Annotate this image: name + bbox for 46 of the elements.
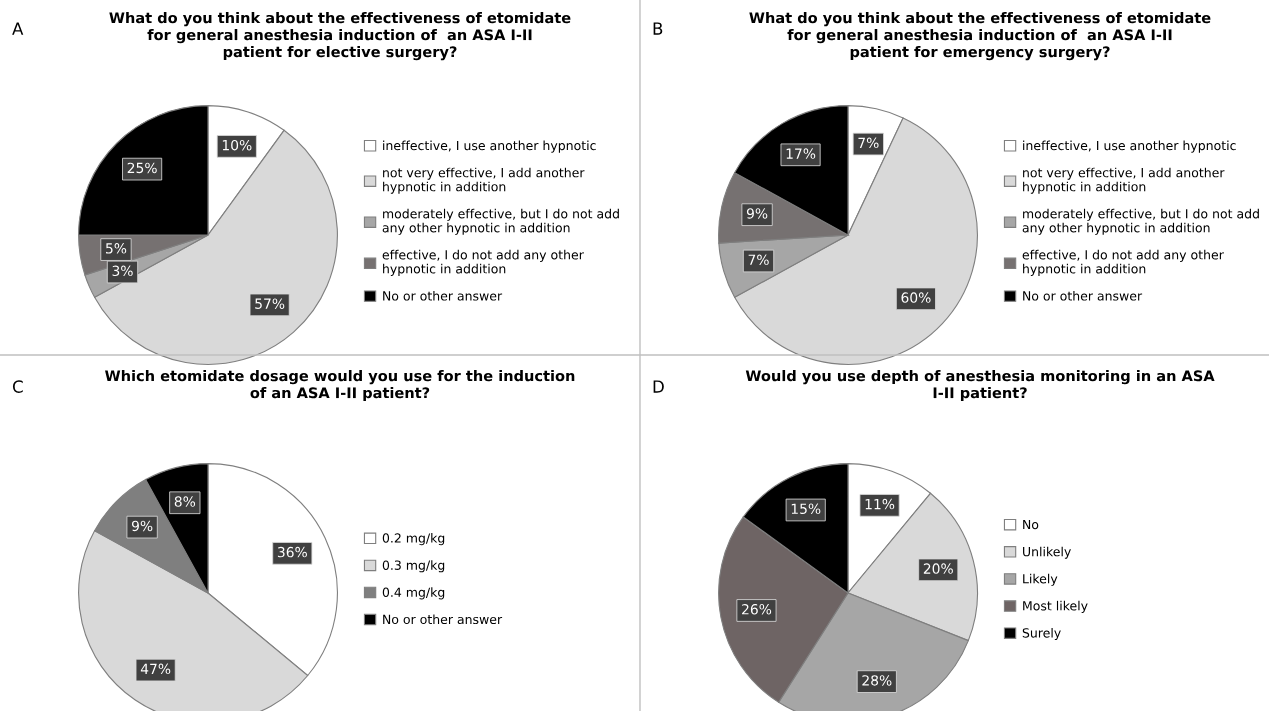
data-label: 11% (865, 498, 895, 510)
text: B (653, 22, 663, 35)
legend-label: 0.3 mg/kg (382, 560, 445, 573)
data-label: 5% (106, 243, 127, 254)
legend-label: moderately effective, but I do not add any other hypnotic in addition (382, 208, 619, 235)
legend-label: No or other answer (383, 614, 503, 625)
legend-label: not very effective, I add another hypnotic in addition (383, 167, 585, 194)
legend-label: 0.4 mg/kg (382, 587, 445, 600)
text: C (12, 380, 23, 393)
chart-title: What do you think about the effectiveness of etomidate for general anesthesia induction of an ASA I-II patient for emergency surgery? (749, 12, 1211, 61)
legend-label: effective, I do not add any other hypnotic in addition (382, 249, 584, 276)
data-label: 47% (140, 663, 171, 675)
legend-label: No (1023, 519, 1039, 530)
data-label: 15% (791, 503, 821, 515)
text: A (12, 22, 24, 35)
text: D (653, 380, 664, 393)
legend-label: 0.2 mg/kg (382, 533, 445, 546)
chart-title: Would you use depth of anesthesia monitoring in an ASA I-II patient? (745, 370, 1215, 402)
data-label: 3% (112, 265, 133, 277)
data-label: 9% (131, 520, 153, 532)
data-label: 7% (748, 254, 769, 266)
chart-title: What do you think about the effectiveness of etomidate for general anesthesia induction of an ASA I-II patient for elective surgery? (109, 12, 571, 61)
data-label: 9% (746, 208, 768, 219)
legend-label: Most likely (1023, 600, 1088, 613)
chart-title: Which etomidate dosage would you use for the induction of an ASA I-II patient? (105, 370, 575, 402)
legend-label: not very effective, I add another hypnotic in addition (1023, 167, 1225, 194)
legend-label: moderately effective, but I do not add any other hypnotic in addition (1022, 208, 1259, 235)
legend-label: ineffective, I use another hypnotic (1023, 140, 1236, 153)
data-label: 26% (742, 603, 772, 615)
data-label: 20% (923, 563, 953, 574)
legend-label: No or other answer (1023, 290, 1143, 301)
data-label: 57% (255, 298, 285, 309)
legend-label: Likely (1023, 573, 1058, 586)
data-label: 17% (786, 148, 816, 159)
data-label: 28% (862, 675, 892, 686)
data-label: 36% (277, 546, 307, 558)
data-label: 25% (127, 162, 157, 174)
legend-label: Surely (1022, 627, 1061, 641)
data-label: 7% (858, 137, 879, 149)
data-label: 10% (222, 139, 252, 151)
legend-label: Unlikely (1023, 546, 1071, 559)
legend-label: No or other answer (383, 290, 503, 301)
legend-label: ineffective, I use another hypnotic (383, 140, 596, 153)
legend-label: effective, I do not add any other hypnotic in addition (1022, 249, 1224, 276)
data-label: 8% (174, 496, 196, 507)
data-label: 60% (901, 292, 931, 303)
